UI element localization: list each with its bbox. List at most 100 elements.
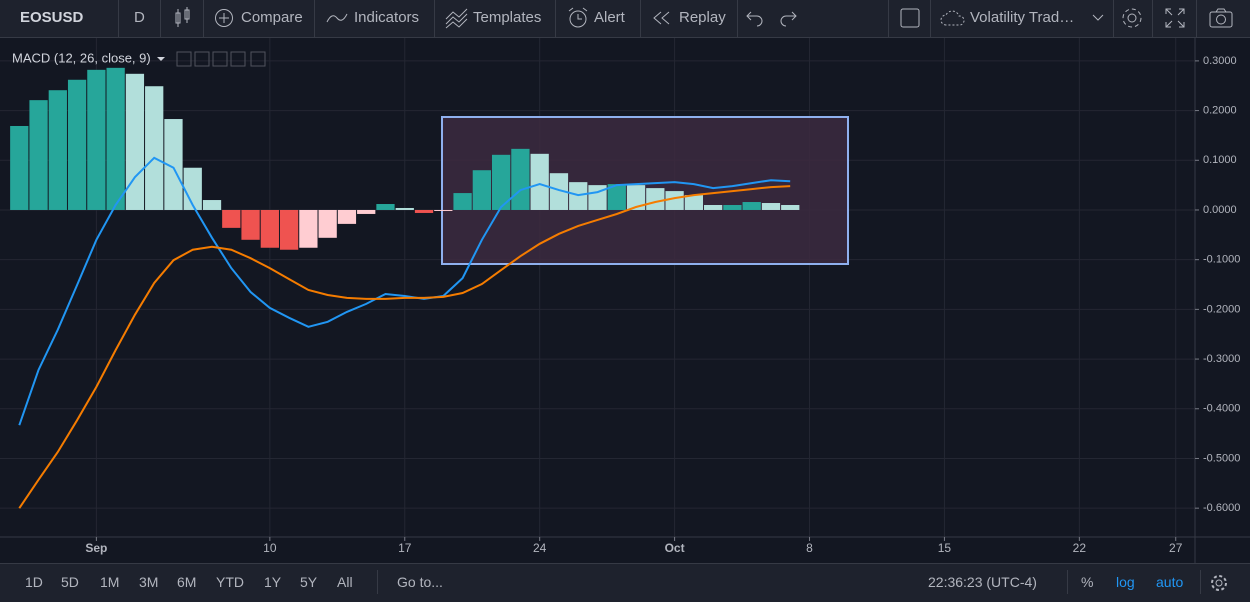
- y-tick-label: 0.0000: [1203, 204, 1237, 216]
- separator: [737, 0, 738, 37]
- histogram-bar: [491, 154, 511, 210]
- histogram-bar: [299, 209, 318, 248]
- range-button[interactable]: 3M: [139, 574, 159, 590]
- range-button[interactable]: 6M: [177, 574, 197, 590]
- separator: [1152, 0, 1153, 37]
- undo-icon[interactable]: [746, 9, 764, 27]
- cloud-icon[interactable]: [940, 9, 966, 27]
- y-tick-label: -0.2000: [1203, 303, 1240, 315]
- templates-icon[interactable]: [445, 7, 469, 29]
- range-button[interactable]: 5D: [61, 574, 79, 590]
- interval[interactable]: D: [134, 9, 145, 26]
- histogram-bar: [67, 79, 87, 210]
- layout-caret[interactable]: [1092, 13, 1104, 23]
- range-button[interactable]: 5Y: [300, 574, 318, 590]
- histogram-bar: [472, 170, 491, 210]
- separator: [1196, 0, 1197, 37]
- histogram-bar: [395, 207, 414, 210]
- legend-caret[interactable]: [157, 57, 165, 61]
- separator: [434, 0, 435, 37]
- range-button[interactable]: 1M: [100, 574, 120, 590]
- layout-name[interactable]: Volatility Trad…: [970, 9, 1075, 26]
- x-tick-label: 24: [533, 541, 547, 555]
- percent-toggle[interactable]: %: [1081, 574, 1094, 590]
- range-button[interactable]: All: [337, 574, 353, 590]
- separator: [160, 0, 161, 37]
- log-toggle[interactable]: log: [1116, 574, 1135, 590]
- histogram-bar: [723, 205, 742, 210]
- indicators[interactable]: Indicators: [354, 9, 420, 26]
- histogram-bar: [145, 86, 164, 210]
- go-to[interactable]: Go to...: [397, 574, 443, 590]
- histogram-bar: [530, 153, 549, 210]
- histogram-bar: [183, 167, 202, 210]
- histogram-bar: [742, 202, 761, 210]
- compare[interactable]: Compare: [241, 9, 303, 26]
- histogram-bar: [106, 67, 125, 210]
- redo-icon[interactable]: [779, 9, 797, 27]
- indicators-icon[interactable]: [326, 10, 348, 26]
- line: [18, 156, 791, 426]
- separator: [377, 570, 378, 594]
- line: [18, 185, 791, 509]
- separator: [1200, 570, 1201, 594]
- range-button[interactable]: 1D: [25, 574, 43, 590]
- range-button[interactable]: 1Y: [264, 574, 282, 590]
- separator: [203, 0, 204, 37]
- histogram-bar: [704, 205, 723, 210]
- histogram-bar: [164, 119, 183, 210]
- y-tick-label: 0.3000: [1203, 55, 1237, 67]
- x-tick-label: 8: [806, 541, 813, 555]
- layout-square-icon[interactable]: [899, 7, 921, 29]
- alert[interactable]: Alert: [594, 9, 625, 26]
- marks: [10, 67, 800, 509]
- separator: [930, 0, 931, 37]
- separator: [1067, 570, 1068, 594]
- separator: [888, 0, 889, 37]
- legend-title: MACD (12, 26, close, 9): [12, 50, 151, 65]
- compare-icon[interactable]: [214, 8, 234, 28]
- settings-icon[interactable]: [1209, 573, 1229, 593]
- histogram-bar: [684, 195, 704, 210]
- y-tick-label: -0.4000: [1203, 403, 1240, 415]
- x-tick-label: 27: [1169, 541, 1183, 555]
- separator: [1113, 0, 1114, 37]
- histogram-bar: [260, 209, 279, 248]
- histogram-bar: [511, 148, 530, 210]
- symbol[interactable]: EOSUSD: [20, 9, 84, 26]
- histogram-bar: [761, 203, 781, 210]
- histogram-bar: [29, 100, 48, 210]
- histogram-bar: [279, 209, 299, 250]
- snapshot-icon[interactable]: [1208, 7, 1234, 29]
- replay-icon[interactable]: [652, 10, 672, 26]
- histogram-bar: [337, 209, 357, 224]
- histogram-bar: [626, 185, 646, 210]
- histogram-bar: [646, 188, 665, 210]
- auto-toggle[interactable]: auto: [1156, 574, 1184, 590]
- x-tick-label: Oct: [665, 541, 685, 555]
- templates[interactable]: Templates: [473, 9, 542, 26]
- separator: [640, 0, 641, 37]
- histogram-bar: [414, 209, 434, 213]
- histogram-bar: [125, 73, 145, 210]
- axes: Sep 10 17 24 Oct 8 15 22 27 0.3000 0.2000 0.1000 0.0…: [85, 55, 1240, 555]
- alert-icon[interactable]: [566, 6, 590, 30]
- chart-type-icon[interactable]: [174, 7, 192, 29]
- y-tick-label: -0.1000: [1203, 254, 1240, 266]
- x-tick-label: 22: [1073, 541, 1087, 555]
- separator: [118, 0, 119, 37]
- separator: [555, 0, 556, 37]
- histogram-bar: [781, 205, 800, 210]
- range-button[interactable]: YTD: [216, 574, 244, 590]
- replay[interactable]: Replay: [679, 9, 726, 26]
- y-tick-label: 0.1000: [1203, 154, 1237, 166]
- histogram-bar: [665, 191, 684, 210]
- x-tick-label: 10: [263, 541, 277, 555]
- histogram-bar: [202, 200, 222, 210]
- settings-icon[interactable]: [1120, 6, 1144, 30]
- legend-buttons[interactable]: [176, 51, 266, 67]
- y-tick-label: 0.2000: [1203, 104, 1237, 116]
- histogram-bar: [434, 209, 453, 211]
- fullscreen-icon[interactable]: [1164, 7, 1186, 29]
